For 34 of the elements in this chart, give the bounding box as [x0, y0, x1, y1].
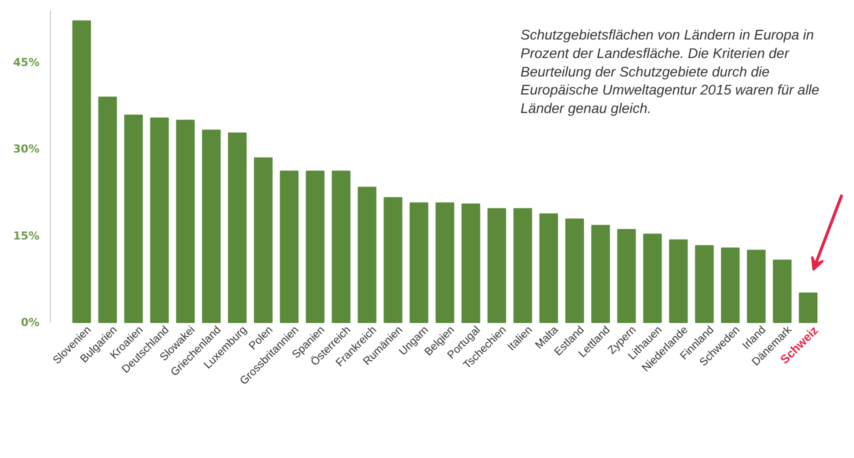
bar [798, 292, 818, 323]
bar [124, 114, 143, 323]
bar [643, 234, 662, 323]
bar [150, 117, 169, 323]
bar [695, 245, 714, 323]
y-tick-label: 45% [13, 56, 40, 69]
bar [306, 170, 324, 323]
y-tick-label: 30% [13, 142, 40, 156]
bar [332, 170, 350, 323]
bar [617, 228, 636, 323]
bar [254, 157, 273, 323]
bar [358, 186, 376, 323]
bar [436, 202, 454, 323]
y-tick-label: 0% [20, 316, 40, 329]
y-tick-label: 15% [13, 229, 40, 242]
bar [176, 120, 195, 323]
bar [72, 20, 91, 323]
bar [228, 132, 247, 323]
bar [487, 208, 506, 323]
bar [539, 213, 558, 323]
bar [384, 197, 402, 323]
bar [98, 96, 117, 323]
bar [202, 130, 221, 323]
bar [565, 218, 584, 323]
bar [280, 170, 299, 323]
bar [746, 250, 766, 323]
bar [591, 224, 610, 323]
bar [462, 204, 480, 323]
bar [410, 202, 428, 323]
text: Schutzgebietsflächen von Ländern in Europa in Prozent der Landesfläche. Die Kriterien der Beurteilung der Schutzgebiete durch die Europäische Umweltagentur 2015 waren für alle Länder genau gleich. [520, 26, 820, 116]
bar [721, 247, 740, 323]
bar [669, 239, 688, 323]
bar [513, 208, 532, 323]
bar [772, 260, 792, 323]
